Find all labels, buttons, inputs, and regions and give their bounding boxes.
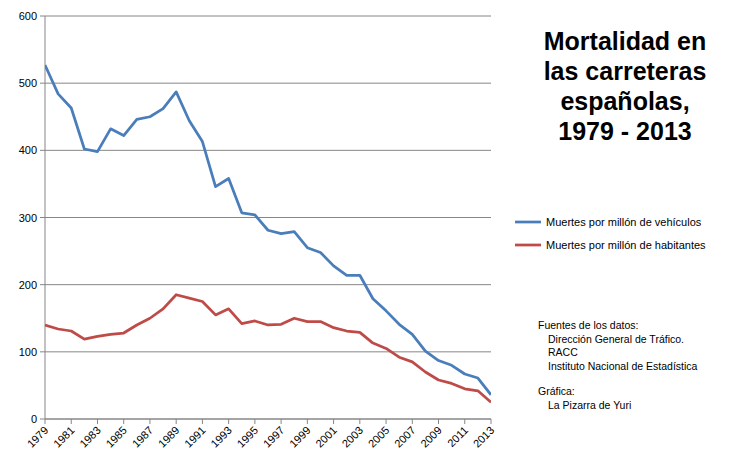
- x-tick: [176, 419, 177, 424]
- x-tick: [359, 419, 360, 424]
- x-tick: [307, 419, 308, 424]
- x-tick-label: 1985: [103, 424, 129, 450]
- x-tick-label: 1987: [130, 424, 156, 450]
- grid-line: [45, 284, 491, 285]
- annotation-heading: Gráfica:: [538, 385, 575, 397]
- x-tick-label: 1999: [287, 424, 313, 450]
- annotation-line: La Pizarra de Yuri: [548, 399, 631, 411]
- y-tick-label: 300: [19, 212, 37, 224]
- legend-swatch: [515, 221, 541, 224]
- x-tick-label: 2007: [392, 424, 418, 450]
- y-tick: [40, 16, 45, 17]
- x-tick: [149, 419, 150, 424]
- x-tick: [412, 419, 413, 424]
- x-tick: [202, 419, 203, 424]
- x-tick-label: 1993: [208, 424, 234, 450]
- x-tick: [281, 419, 282, 424]
- y-tick-label: 600: [19, 10, 37, 22]
- y-tick: [40, 419, 45, 420]
- grid-line: [45, 217, 491, 218]
- x-tick-label: 2013: [471, 424, 497, 450]
- x-tick: [228, 419, 229, 424]
- x-tick-label: 2005: [366, 424, 392, 450]
- x-tick: [333, 419, 334, 424]
- y-tick: [40, 217, 45, 218]
- annotation-line: Instituto Nacional de Estadística: [548, 360, 698, 372]
- x-tick: [71, 419, 72, 424]
- annotation-line: RACC: [548, 346, 578, 358]
- title: Mortalidad en las carreteras españolas, …: [505, 26, 742, 146]
- y-axis: [45, 16, 46, 419]
- x-tick-label: 2001: [313, 424, 339, 450]
- y-tick: [40, 150, 45, 151]
- x-tick: [254, 419, 255, 424]
- grid-line: [45, 83, 491, 84]
- x-tick: [438, 419, 439, 424]
- x-tick: [97, 419, 98, 424]
- y-tick-label: 500: [19, 77, 37, 89]
- x-tick: [123, 419, 124, 424]
- grid-line: [45, 16, 491, 17]
- y-tick: [40, 284, 45, 285]
- annotation-heading: Fuentes de los datos:: [538, 319, 638, 331]
- x-tick-label: 1981: [51, 424, 77, 450]
- legend-label: Muertes por millón de vehículos: [546, 216, 702, 228]
- plot-area: [45, 65, 491, 402]
- x-tick: [464, 419, 465, 424]
- y-tick-label: 0: [31, 413, 37, 425]
- grid-line: [45, 419, 491, 420]
- x-tick-label: 1995: [234, 424, 260, 450]
- grid-line: [45, 150, 491, 151]
- x-tick: [45, 419, 46, 424]
- x-tick-label: 1989: [156, 424, 182, 450]
- x-tick: [491, 419, 492, 424]
- x-tick-label: 1979: [25, 424, 51, 450]
- legend-swatch: [515, 244, 541, 247]
- x-tick: [386, 419, 387, 424]
- x-tick-label: 2009: [418, 424, 444, 450]
- series-line: [45, 65, 491, 395]
- series-line: [45, 295, 491, 402]
- y-tick: [40, 83, 45, 84]
- x-axis: [45, 419, 491, 420]
- y-tick-label: 400: [19, 144, 37, 156]
- y-tick: [40, 351, 45, 352]
- legend: Muertes por millón de vehículos Muertes p…: [515, 216, 706, 251]
- legend-label: Muertes por millón de habitantes: [546, 239, 706, 251]
- x-tick-label: 1997: [261, 424, 287, 450]
- x-tick-label: 1983: [77, 424, 103, 450]
- y-tick-label: 100: [19, 346, 37, 358]
- annotation-line: Dirección General de Tráfico.: [548, 333, 684, 345]
- x-tick-label: 2003: [339, 424, 365, 450]
- chart-root: 0100200300400500600197919811983198519871…: [0, 0, 742, 469]
- x-tick-label: 2011: [445, 424, 470, 449]
- x-tick-label: 1991: [182, 424, 208, 450]
- y-tick-label: 200: [19, 279, 37, 291]
